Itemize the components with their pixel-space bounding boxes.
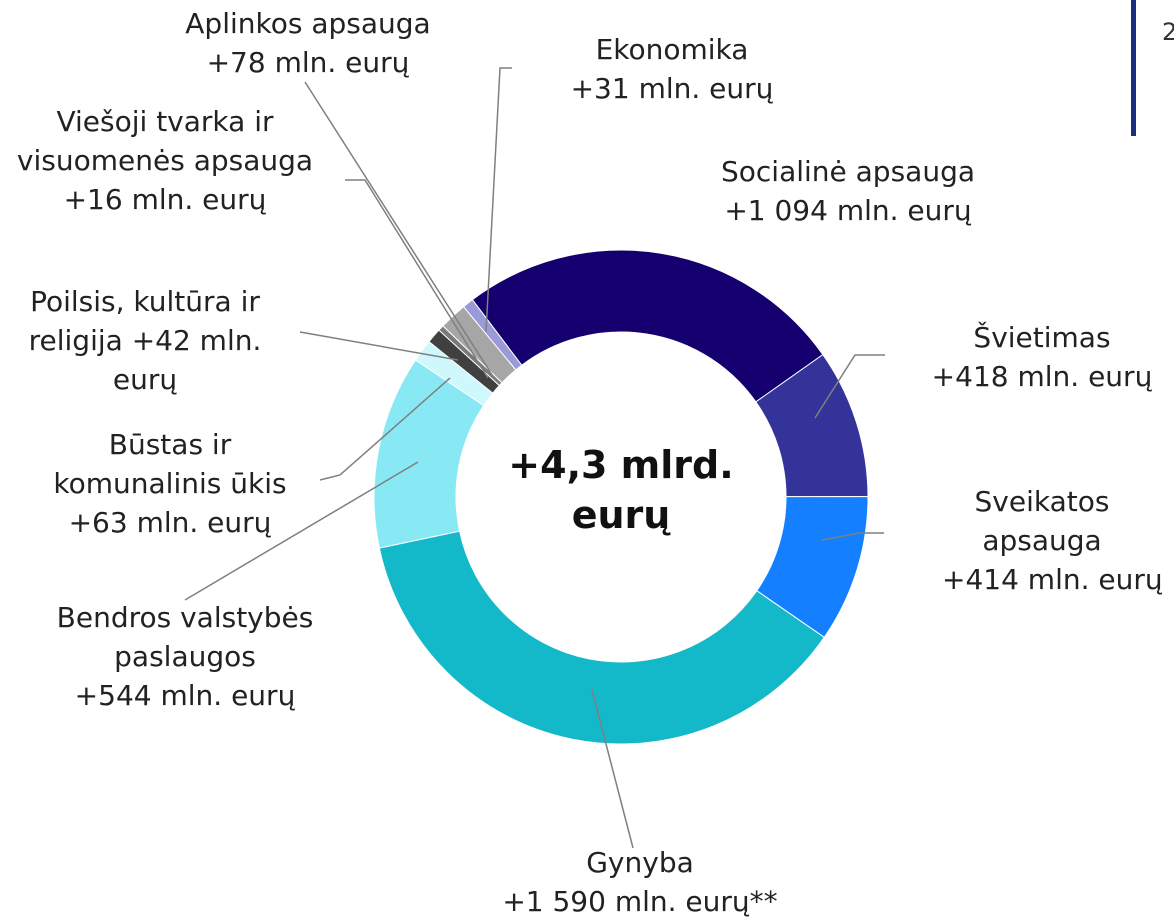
category-name: Sveikatos apsauga: [974, 485, 1110, 557]
category-name: Gynyba: [586, 846, 694, 879]
leader-line: [485, 67, 512, 333]
segment-label: Socialinė apsauga +1 094 mln. eurų: [678, 152, 1018, 230]
value-label: +414 mln. eurų: [942, 563, 1163, 596]
segment-label: Švietimas +418 mln. eurų: [917, 318, 1167, 396]
value-label: +544 mln. eurų: [74, 679, 296, 712]
leader-line: [299, 331, 459, 361]
leader-line: [821, 532, 884, 541]
category-name: Bendros valstybės paslaugos: [56, 601, 314, 673]
value-label: +78 mln. eurų: [206, 46, 410, 79]
value-label: +42 mln. eurų: [112, 324, 262, 396]
donut-segment: [378, 530, 825, 745]
category-name: Socialinė apsauga: [720, 155, 976, 188]
category-name: Aplinkos apsauga: [185, 7, 431, 40]
leader-line: [319, 377, 451, 481]
segment-label: Sveikatos apsauga +414 mln. eurų: [942, 482, 1163, 599]
value-label: +31 mln. eurų: [570, 72, 774, 105]
segment-label: Būstas ir komunalinis ūkis +63 mln. eurų: [30, 425, 310, 542]
center-label: +4,3 mlrd. eurų: [508, 443, 734, 537]
segment-label: Viešoji tvarka ir visuomenės apsauga +16…: [15, 102, 315, 219]
value-label: +418 mln. eurų: [931, 360, 1153, 393]
donut-segment: [471, 249, 824, 403]
category-name: Viešoji tvarka ir visuomenės apsauga: [16, 105, 314, 177]
value-label: +1 590 mln. eurų**: [502, 885, 778, 918]
value-label: +1 094 mln. eurų: [724, 194, 972, 227]
segment-label: Aplinkos apsauga +78 mln. eurų: [143, 4, 473, 82]
category-name: Poilsis, kultūra ir religija: [28, 285, 260, 357]
segment-label: Poilsis, kultūra ir religija +42 mln. eu…: [0, 282, 290, 399]
category-name: Švietimas: [973, 321, 1111, 354]
leader-line: [184, 461, 419, 601]
leader-line: [345, 179, 489, 379]
leader-line: [814, 354, 885, 419]
leader-line: [304, 81, 495, 379]
accent-bar: [1131, 0, 1136, 136]
category-name: Būstas ir komunalinis ūkis: [53, 428, 287, 500]
category-name: Ekonomika: [595, 33, 749, 66]
segment-label: Ekonomika +31 mln. eurų: [542, 30, 802, 108]
value-label: +16 mln. eurų: [63, 183, 267, 216]
donut-segment: [462, 299, 523, 371]
segment-label: Gynyba +1 590 mln. eurų**: [450, 843, 830, 921]
leader-line: [591, 689, 634, 849]
segment-label: Bendros valstybės paslaugos +544 mln. eu…: [35, 598, 335, 715]
corner-text: 2: [1162, 18, 1174, 46]
value-label: +63 mln. eurų: [68, 506, 272, 539]
